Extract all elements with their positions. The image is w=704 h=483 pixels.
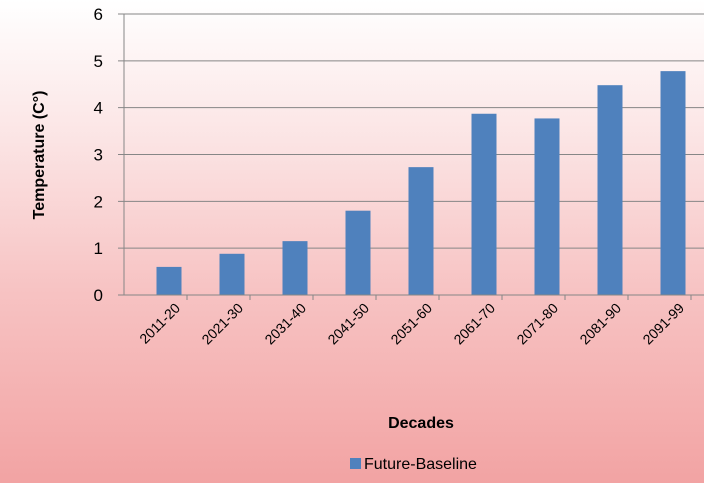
x-tick-label: 2011-20 [136,300,183,347]
bar [408,167,434,295]
x-tick-label: 2021-30 [198,300,246,348]
x-tick-label: 2091-99 [639,300,687,348]
axes [118,14,704,300]
x-tick-label: 2071-80 [513,300,561,348]
y-tick-label: 1 [94,239,103,258]
y-tick-label: 2 [94,192,103,211]
bar [597,85,623,295]
x-axis-title: Decades [388,415,454,432]
bars [156,71,686,296]
bar [345,210,371,295]
y-axis-title: Temperature (C°) [31,91,48,220]
legend: Future-Baseline [350,456,477,473]
y-tick-label: 5 [94,52,103,71]
x-tick-label: 2051-60 [387,300,435,348]
y-tick-label: 0 [94,286,103,305]
bar [534,118,560,296]
y-tick-label: 4 [94,99,103,118]
x-tick-label: 2041-50 [324,300,372,348]
bar [471,113,497,295]
x-tick-labels: 2011-20 2021-30 2031-40 2041-50 2051-60 2061-… [136,300,687,348]
x-tick-label: 2061-70 [450,300,498,348]
bar [219,253,245,295]
bar [660,71,686,296]
x-tick-label: 2031-40 [261,300,309,348]
y-tick-label: 3 [94,146,103,165]
legend-swatch [350,458,361,469]
x-tick-label: 2081-90 [576,300,624,348]
y-tick-labels: 0 1 2 3 4 5 6 [94,5,103,305]
y-tick-label: 6 [94,5,103,24]
legend-label: Future-Baseline [364,456,477,473]
bar [282,241,308,295]
bar [156,266,182,295]
